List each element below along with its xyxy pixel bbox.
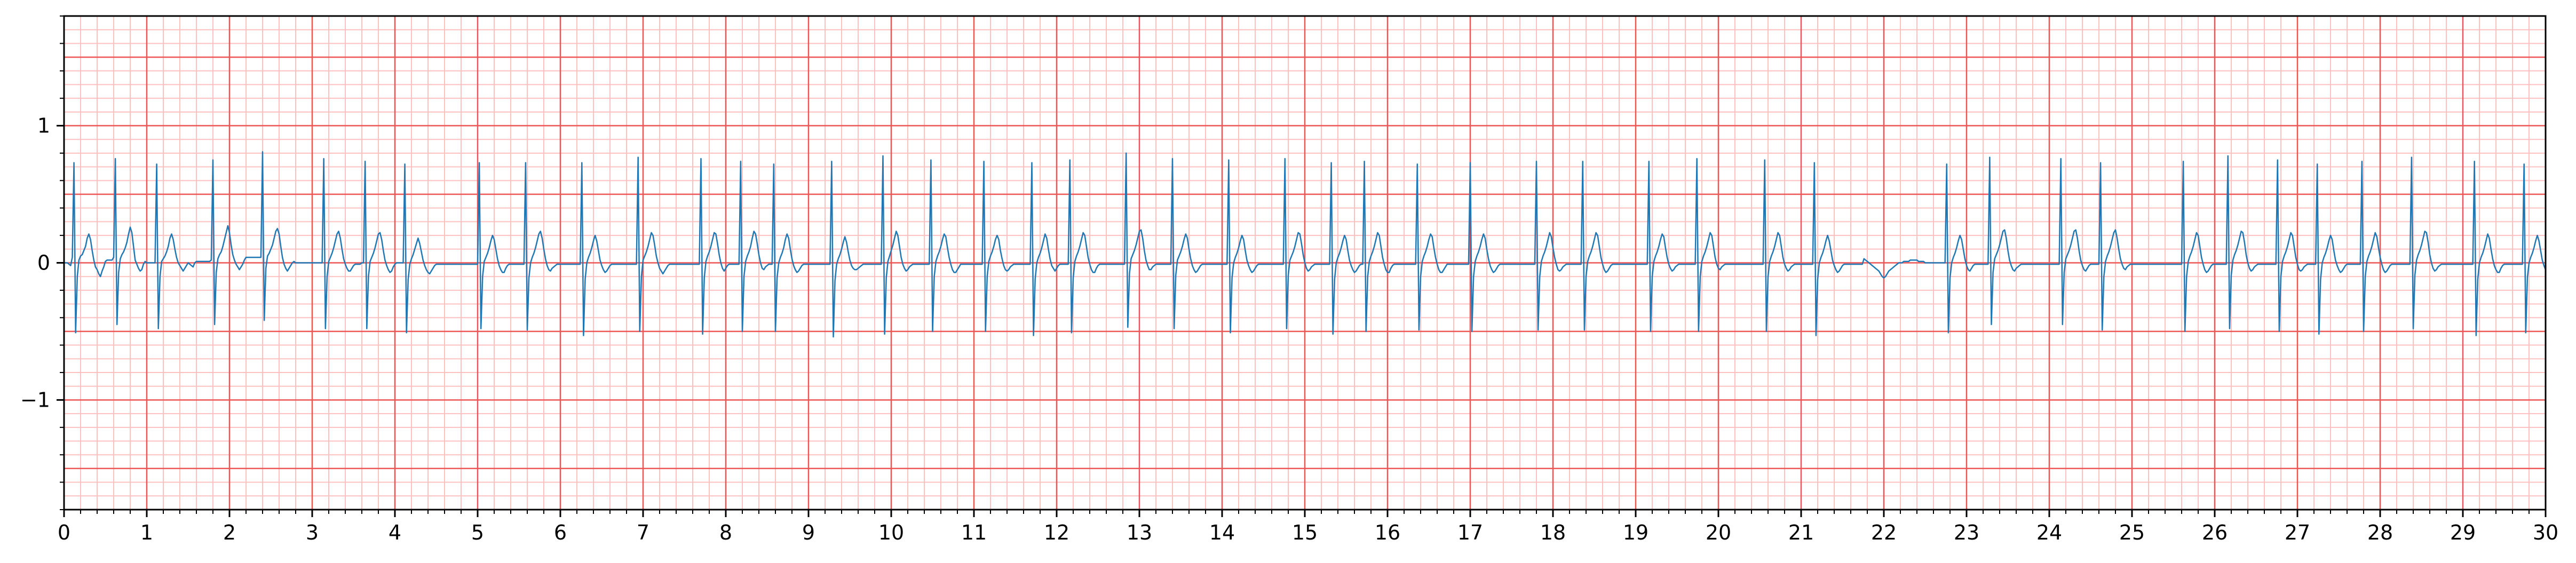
x-tick-label: 0 [58,521,70,544]
major-grid [63,16,2547,510]
x-tick-label: 21 [1788,521,1814,544]
x-tick-label: 22 [1871,521,1897,544]
y-tick-label: 1 [37,114,50,138]
x-tick-label: 30 [2533,521,2558,544]
x-tick-label: 9 [802,521,815,544]
x-tick-label: 16 [1375,521,1400,544]
x-tick-label: 5 [471,521,484,544]
x-tick-label: 20 [1706,521,1731,544]
x-tick-label: 10 [878,521,904,544]
x-tick-label: 8 [719,521,732,544]
tick-marks [57,15,2547,517]
x-tick-label: 29 [2450,521,2476,544]
ecg-signal-line [64,151,2547,338]
x-tick-label: 13 [1127,521,1152,544]
x-tick-label: 28 [2367,521,2393,544]
signal-series [64,151,2547,338]
y-tick-label: −1 [20,388,50,411]
x-tick-label: 6 [554,521,567,544]
x-tick-label: 19 [1623,521,1648,544]
x-tick-label: 17 [1457,521,1483,544]
x-tick-label: 24 [2036,521,2062,544]
x-tick-label: 2 [223,521,236,544]
x-tick-label: 27 [2285,521,2310,544]
x-tick-label: 18 [1540,521,1566,544]
x-tick-label: 1 [140,521,153,544]
y-tick-label: 0 [37,251,50,275]
x-tick-label: 4 [389,521,401,544]
x-tick-label: 7 [637,521,649,544]
x-tick-label: 11 [961,521,987,544]
x-tick-label: 25 [2119,521,2145,544]
x-tick-label: 3 [306,521,319,544]
x-tick-label: 23 [1954,521,1979,544]
x-tick-label: 26 [2202,521,2228,544]
x-tick-label: 12 [1044,521,1069,544]
x-tick-label: 15 [1292,521,1318,544]
x-tick-label: 14 [1209,521,1235,544]
tick-labels: 0 1 2 3 4 5 6 7 8 9 10 11 12 13 14 15 16 17 18 19 20 21 22 23 24… [20,114,2558,544]
